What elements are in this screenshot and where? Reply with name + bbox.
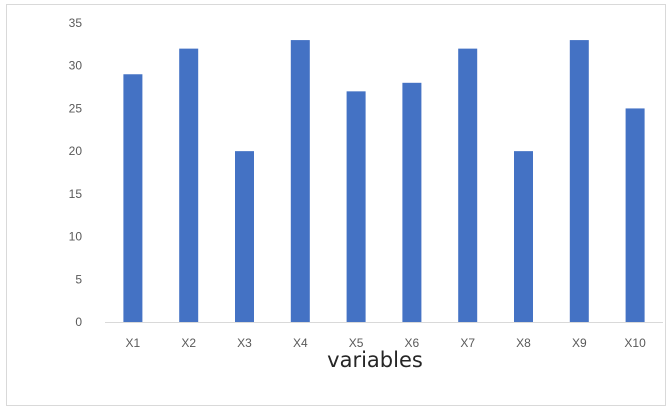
bar-x3: [235, 151, 254, 322]
x-tick-label: X4: [293, 336, 308, 350]
x-tick-label: X7: [460, 336, 475, 350]
bar-series: [123, 40, 645, 322]
x-axis-title: variables: [327, 348, 423, 372]
x-tick-label: X8: [516, 336, 531, 350]
y-tick-label: 10: [69, 230, 83, 244]
y-tick-label: 20: [69, 144, 83, 158]
y-axis-ticks: 0 5 10 15 20 25 30 35: [69, 16, 83, 329]
chart-area: 0 5 10 15 20 25 30 35 X1 X2 X3 X4 X5 X6 X7 X8 X9 X10 var…: [6, 4, 666, 406]
y-tick-label: 30: [69, 59, 83, 73]
y-tick-label: 0: [75, 315, 82, 329]
x-tick-label: X5: [349, 336, 364, 350]
x-tick-label: X2: [181, 336, 196, 350]
bar-x7: [458, 48, 478, 322]
bar-x10: [625, 108, 645, 322]
bar-chart: 0 5 10 15 20 25 30 35 X1 X2 X3 X4 X5 X6 X7 X8 X9 X10 var…: [69, 16, 663, 372]
y-tick-label: 25: [69, 101, 83, 115]
bar-x1: [123, 74, 143, 322]
bar-x5: [346, 91, 366, 322]
y-tick-label: 5: [75, 272, 82, 286]
bar-x6: [402, 82, 422, 322]
y-tick-label: 15: [69, 187, 83, 201]
y-tick-label: 35: [69, 16, 83, 30]
bar-x9: [569, 40, 589, 322]
bar-x4: [290, 40, 310, 322]
bar-x2: [179, 48, 199, 322]
x-tick-label: X1: [126, 336, 141, 350]
x-tick-label: X6: [405, 336, 420, 350]
x-tick-label: X3: [237, 336, 252, 350]
x-tick-label: X9: [572, 336, 587, 350]
x-axis-ticks: X1 X2 X3 X4 X5 X6 X7 X8 X9 X10: [126, 336, 647, 350]
bar-x8: [514, 151, 533, 322]
x-tick-label: X10: [624, 336, 646, 350]
